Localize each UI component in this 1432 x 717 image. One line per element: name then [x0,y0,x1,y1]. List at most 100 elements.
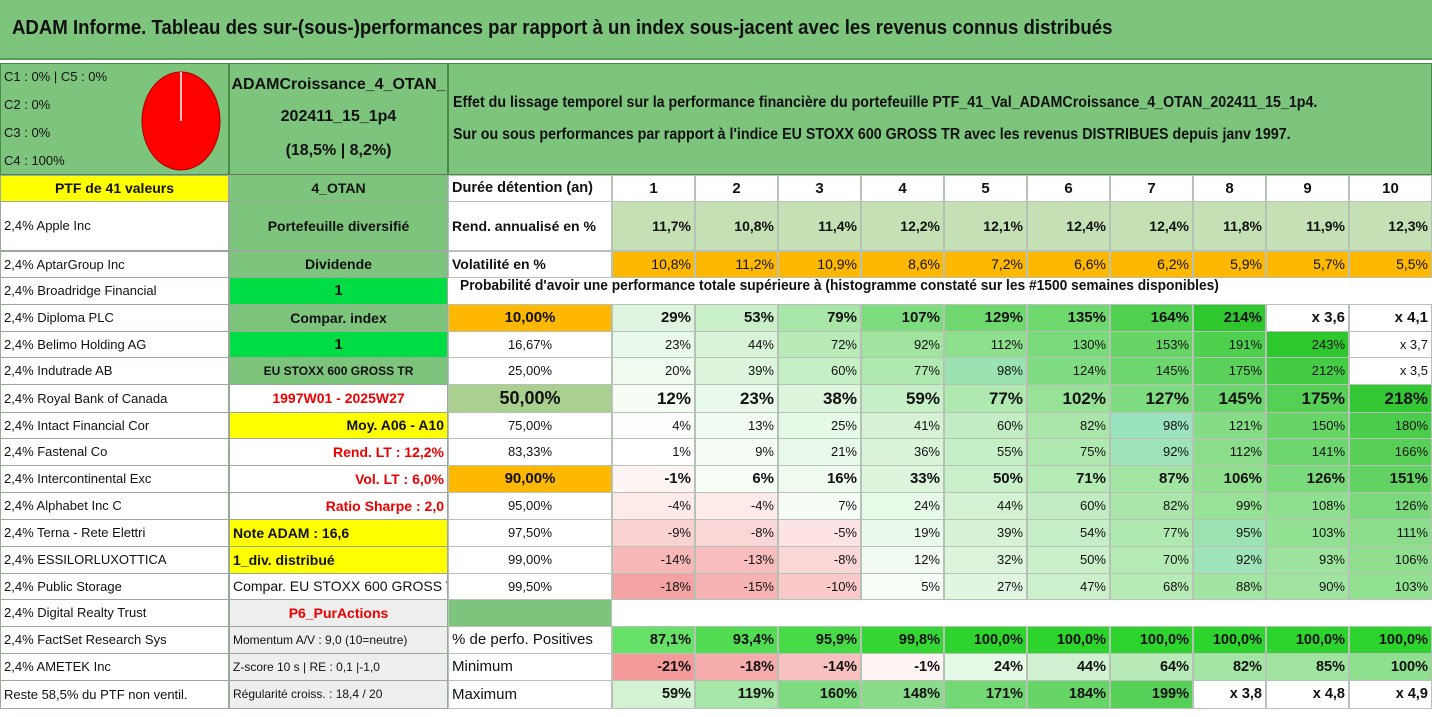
maximum-value: x 3,8 [1193,680,1266,709]
probability-value: 23% [695,384,778,413]
probability-value: 39% [695,357,778,385]
minimum-value: 85% [1266,653,1349,681]
probability-value: 107% [861,304,944,332]
probability-value: 153% [1110,331,1193,358]
info-cell: 1997W01 - 2025W27 [229,384,448,413]
probability-value: 90% [1266,573,1349,600]
probability-value: 77% [1110,519,1193,547]
probability-value: 145% [1193,384,1266,413]
volatility-value: 6,6% [1027,251,1110,278]
fund-perf-vol: (18,5% | 8,2%) [285,142,392,159]
probability-value: 212% [1266,357,1349,385]
fund-name-line2: 202411_15_1p4 [280,108,397,125]
probability-value: -9% [612,519,695,547]
probability-value: 38% [778,384,861,413]
annualized-return-value: 12,2% [861,201,944,251]
probability-value: 145% [1110,357,1193,385]
maximum-value: 59% [612,680,695,709]
year-header: 5 [944,175,1027,202]
info-cell: Vol. LT : 6,0% [229,465,448,493]
holding-row: 2,4% Intact Financial Cor [0,412,229,439]
maximum-value: 184% [1027,680,1110,709]
probability-value: 218% [1349,384,1432,413]
info-cell: Régularité croiss. : 18,4 / 20 [229,680,448,709]
probability-value: 50% [944,465,1027,493]
legend-c4: C4 : 100% [4,153,65,168]
probability-value: 126% [1266,465,1349,493]
probability-value: 175% [1193,357,1266,385]
volatility-value: 7,2% [944,251,1027,278]
probability-threshold: 90,00% [448,465,612,493]
probability-value: 92% [861,331,944,358]
probability-value: 175% [1266,384,1349,413]
info-cell: 4_OTAN [229,175,448,202]
maximum-value: 160% [778,680,861,709]
probability-value: 32% [944,546,1027,574]
probability-value: 44% [944,492,1027,520]
probability-value: 1% [612,438,695,466]
fund-name-line1: ADAMCroissance_4_OTAN_ [231,76,446,93]
probability-value: 103% [1266,519,1349,547]
probability-value: 54% [1027,519,1110,547]
probability-value: 130% [1027,331,1110,358]
positive-share-value: 93,4% [695,626,778,654]
probability-value: 77% [861,357,944,385]
volatility-value: 5,9% [1193,251,1266,278]
legend-c1-c5: C1 : 0% | C5 : 0% [4,69,108,84]
probability-value: 4% [612,412,695,439]
probability-value: 112% [944,331,1027,358]
holding-row: 2,4% Fastenal Co [0,438,229,466]
positive-share-value: 100,0% [1027,626,1110,654]
probability-value: x 3,7 [1349,331,1432,358]
year-header: 10 [1349,175,1432,202]
holding-row: 2,4% Belimo Holding AG [0,331,229,358]
info-cell: 1 [229,331,448,358]
probability-value: 166% [1349,438,1432,466]
minimum-value: -14% [778,653,861,681]
probability-threshold: 99,50% [448,573,612,600]
holding-row: 2,4% AptarGroup Inc [0,251,229,278]
probability-value: 141% [1266,438,1349,466]
probability-value: 150% [1266,412,1349,439]
holding-row: 2,4% FactSet Research Sys [0,626,229,654]
probability-value: 106% [1349,546,1432,574]
annualized-return-label: Rend. annualisé en % [448,201,612,251]
probability-value: 72% [778,331,861,358]
probability-threshold: 16,67% [448,331,612,358]
probability-value: 27% [944,573,1027,600]
probability-value: 99% [1193,492,1266,520]
info-cell: Ratio Sharpe : 2,0 [229,492,448,520]
probability-value: 95% [1193,519,1266,547]
probability-value: 5% [861,573,944,600]
maximum-value: 171% [944,680,1027,709]
year-header: 1 [612,175,695,202]
probability-value: 55% [944,438,1027,466]
minimum-value: 64% [1110,653,1193,681]
probability-value: 29% [612,304,695,332]
probability-value: -15% [695,573,778,600]
probability-value: 21% [778,438,861,466]
probability-value: 75% [1027,438,1110,466]
probability-value: 9% [695,438,778,466]
probability-value: x 3,6 [1266,304,1349,332]
volatility-value: 8,6% [861,251,944,278]
probability-value: -5% [778,519,861,547]
volatility-value: 6,2% [1110,251,1193,278]
title-bar: ADAM Informe. Tableau des sur-(sous-)per… [0,0,1432,60]
probability-value: 36% [861,438,944,466]
probability-value: 112% [1193,438,1266,466]
probability-value: 135% [1027,304,1110,332]
probability-value: 191% [1193,331,1266,358]
annualized-return-value: 12,3% [1349,201,1432,251]
probability-threshold: 83,33% [448,438,612,466]
annualized-return-value: 10,8% [695,201,778,251]
probability-value: 164% [1110,304,1193,332]
volatility-value: 10,9% [778,251,861,278]
probability-value: 53% [695,304,778,332]
probability-value: 124% [1027,357,1110,385]
annualized-return-value: 11,8% [1193,201,1266,251]
info-cell: 1 [229,277,448,305]
probability-value: x 4,1 [1349,304,1432,332]
volatility-value: 11,2% [695,251,778,278]
positive-share-value: 95,9% [778,626,861,654]
